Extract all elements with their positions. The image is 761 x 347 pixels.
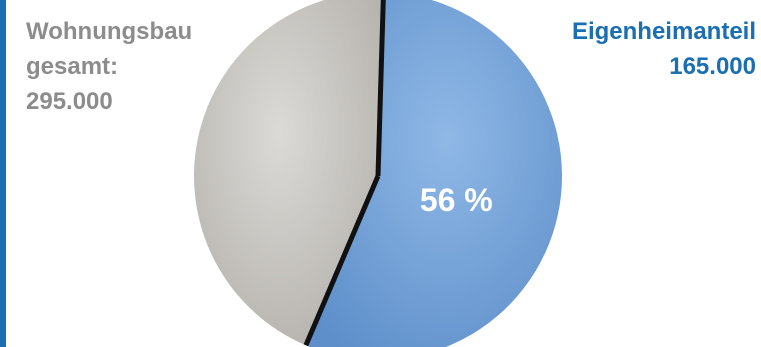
- total-label-line1: Wohnungsbau: [26, 18, 193, 45]
- separator-line-top: [375, 0, 386, 177]
- share-label-value: 165.000: [669, 53, 756, 80]
- accent-bar: [0, 0, 6, 347]
- total-label: Wohnungsbau gesamt: 295.000: [26, 14, 192, 119]
- share-label: Eigenheimanteil 165.000: [572, 14, 756, 84]
- separator-line-bottom: [303, 175, 381, 347]
- share-label-line1: Eigenheimanteil: [571, 18, 756, 45]
- total-label-value: 295.000: [26, 88, 113, 115]
- pie-slice-eigenheim: [305, 0, 562, 347]
- total-label-line2: gesamt:: [26, 53, 119, 80]
- pie-slice-rest: [194, 0, 384, 346]
- pie-slice-percent-label: 56 %: [420, 182, 493, 218]
